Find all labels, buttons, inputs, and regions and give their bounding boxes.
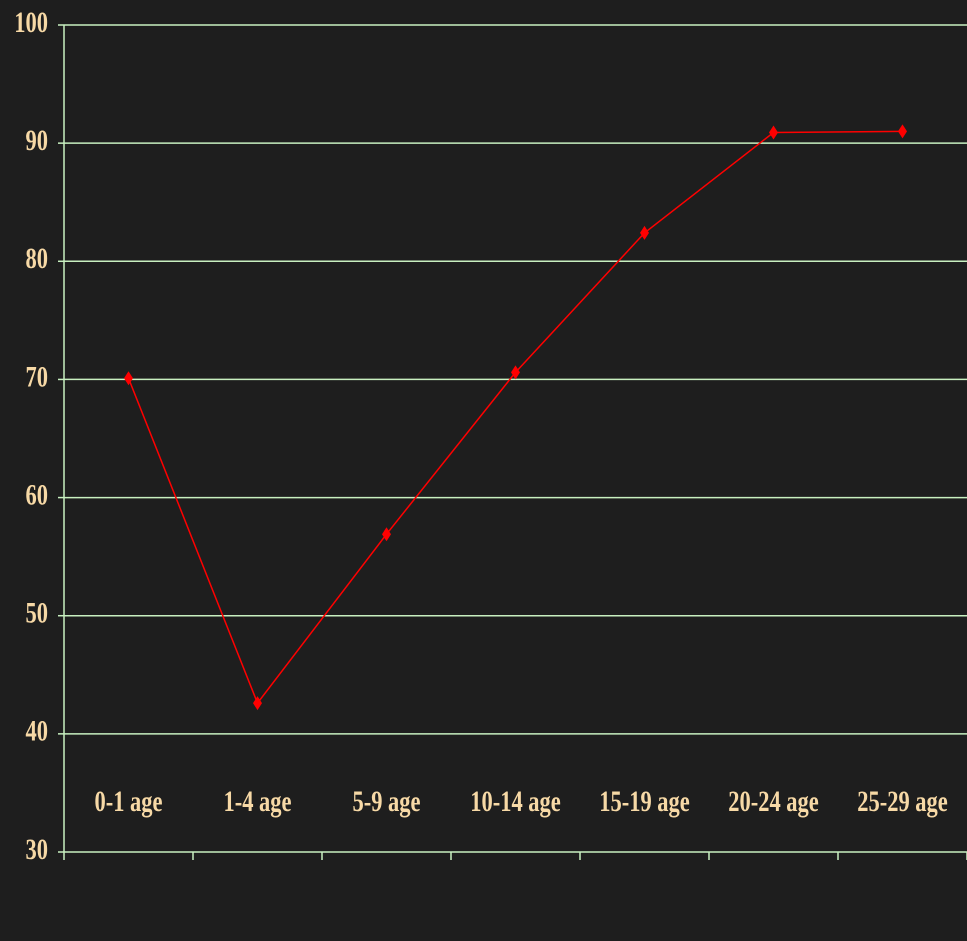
x-tick-label: 15-19 age — [599, 784, 690, 818]
x-tick-label: 1-4 age — [223, 784, 291, 818]
y-tick-label: 70 — [26, 359, 48, 393]
line — [127, 130, 903, 705]
marker — [511, 365, 520, 380]
marker — [124, 371, 133, 386]
x-tick-label: 0-1 age — [94, 784, 162, 818]
y-tick-label: 50 — [26, 595, 48, 629]
y-tick-label: 80 — [26, 241, 48, 275]
x-tick-label: 10-14 age — [470, 784, 561, 818]
marker — [640, 225, 649, 240]
x-tick-label: 5-9 age — [352, 784, 420, 818]
marker — [382, 527, 391, 542]
marker — [769, 125, 778, 140]
y-tick-label: 90 — [26, 123, 48, 157]
y-tick-label: 40 — [26, 714, 48, 748]
x-tick-label: 20-24 age — [728, 784, 819, 818]
y-tick-label: 60 — [26, 477, 48, 511]
marker — [898, 124, 907, 139]
y-tick-label: 100 — [14, 5, 48, 39]
marker — [253, 696, 262, 711]
x-tick-label: 25-29 age — [857, 784, 948, 818]
y-tick-label: 30 — [26, 832, 48, 866]
